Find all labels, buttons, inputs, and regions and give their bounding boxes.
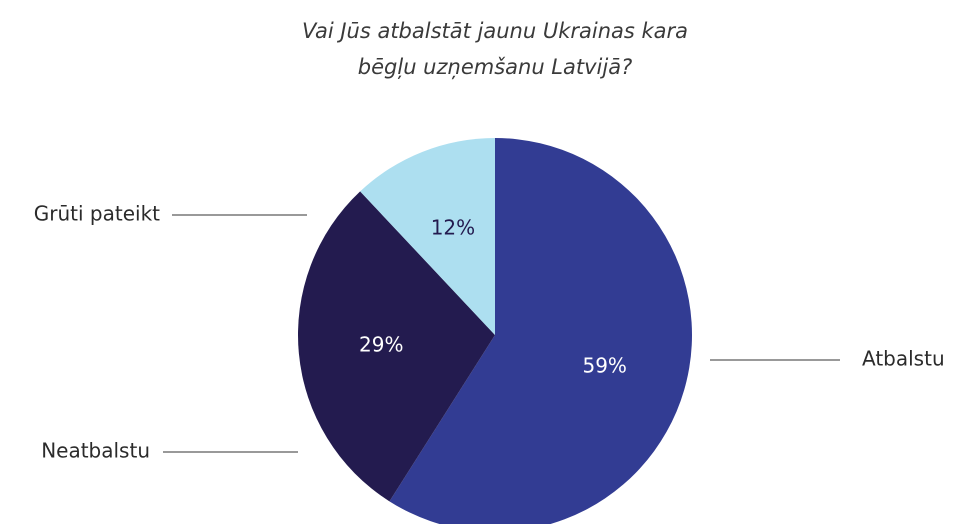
category-label: Atbalstu — [862, 347, 945, 371]
category-label: Grūti pateikt — [34, 202, 160, 226]
value-label: 12% — [431, 215, 475, 239]
pie-slice — [360, 138, 495, 335]
pie-slice — [389, 138, 692, 524]
value-label: 59% — [582, 353, 626, 377]
chart-title: Vai Jūs atbalstāt jaunu Ukrainas kara — [302, 19, 688, 43]
value-label: 29% — [359, 332, 403, 356]
category-label: Neatbalstu — [41, 439, 150, 463]
pie-slice — [297, 191, 495, 502]
chart-title: bēgļu uzņemšanu Latvijā? — [358, 55, 632, 79]
